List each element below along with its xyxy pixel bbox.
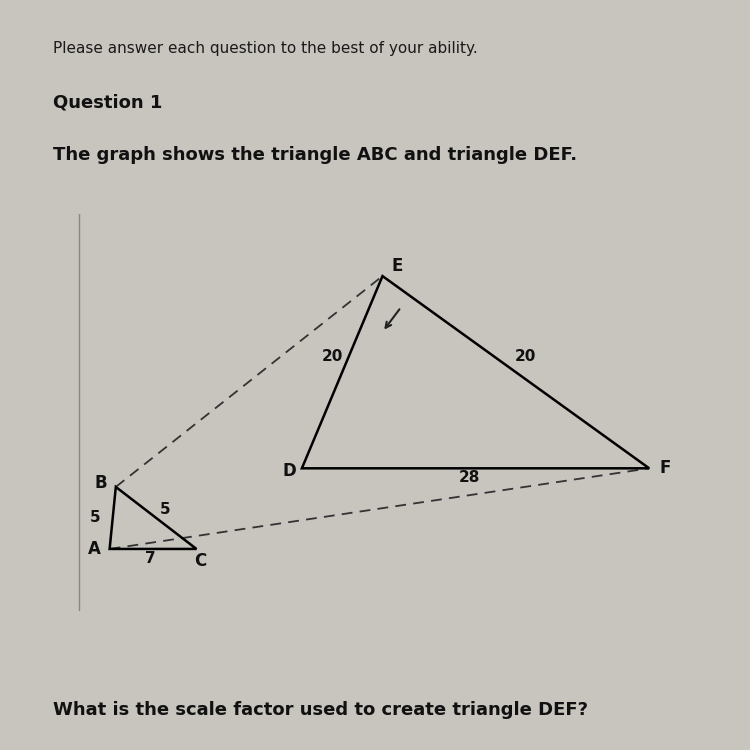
Text: 5: 5 (89, 511, 100, 526)
Text: 28: 28 (459, 470, 480, 484)
Text: E: E (392, 257, 403, 275)
Text: D: D (283, 462, 296, 480)
Text: B: B (94, 474, 107, 492)
Text: 7: 7 (146, 551, 156, 566)
Text: C: C (194, 552, 206, 570)
Text: Question 1: Question 1 (53, 94, 162, 112)
Text: 20: 20 (322, 350, 344, 364)
Text: F: F (659, 459, 671, 477)
Text: 20: 20 (514, 350, 535, 364)
Text: 5: 5 (160, 502, 171, 517)
Text: A: A (88, 540, 101, 558)
Text: The graph shows the triangle ABC and triangle DEF.: The graph shows the triangle ABC and tri… (53, 146, 577, 164)
Text: Please answer each question to the best of your ability.: Please answer each question to the best … (53, 41, 477, 56)
Text: What is the scale factor used to create triangle DEF?: What is the scale factor used to create … (53, 701, 587, 719)
